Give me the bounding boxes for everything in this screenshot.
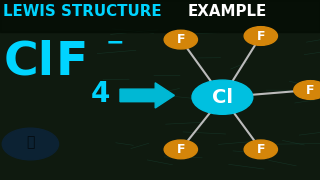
Text: 4: 4 — [91, 80, 111, 108]
Text: F: F — [257, 30, 265, 42]
Text: F: F — [177, 33, 185, 46]
Circle shape — [192, 80, 253, 114]
Text: LEWIS STRUCTURE: LEWIS STRUCTURE — [3, 4, 162, 19]
Circle shape — [164, 30, 197, 49]
Text: Cl: Cl — [212, 88, 233, 107]
Text: Cl: Cl — [3, 40, 54, 85]
Text: 🦅: 🦅 — [26, 135, 35, 149]
FancyArrow shape — [120, 83, 174, 108]
Circle shape — [244, 140, 277, 159]
Text: F: F — [177, 143, 185, 156]
Text: EXAMPLE: EXAMPLE — [187, 4, 267, 19]
Text: F: F — [56, 40, 88, 85]
Text: F: F — [306, 84, 315, 96]
Circle shape — [164, 140, 197, 159]
Text: −: − — [106, 32, 124, 52]
Circle shape — [2, 128, 59, 160]
Text: F: F — [257, 143, 265, 156]
Circle shape — [244, 27, 277, 45]
Circle shape — [294, 81, 320, 99]
